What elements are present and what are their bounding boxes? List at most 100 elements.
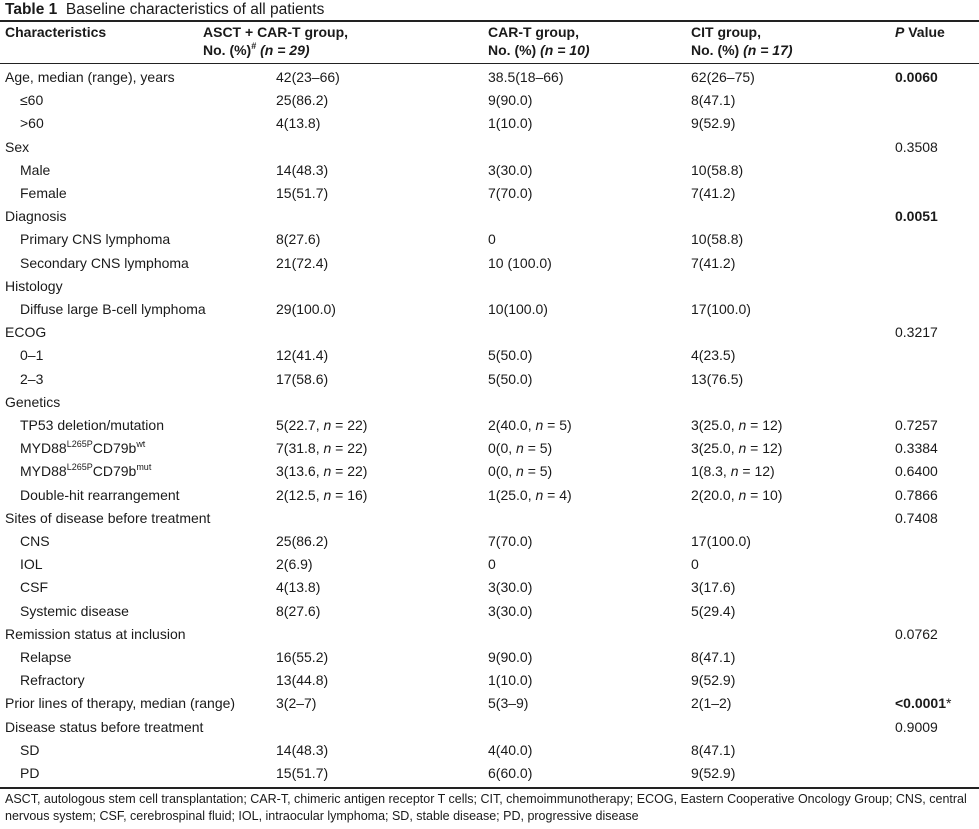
cell-p-value: 0.3508: [895, 138, 938, 155]
cell-asct: 13(44.8): [276, 672, 329, 689]
top-rule: [0, 20, 979, 22]
cell-cart: 6(60.0): [488, 765, 533, 781]
row-label: Female: [20, 185, 67, 201]
cell-cart: 0(0, n = 5): [488, 463, 553, 480]
cell-cit: 1(8.3, n = 12): [691, 463, 775, 480]
row-label: Sites of disease before treatment: [5, 509, 211, 526]
cell-asct: 2(6.9): [276, 556, 313, 573]
bottom-rule: [0, 787, 979, 789]
cell-asct: 4(13.8): [276, 579, 321, 596]
row-label: Genetics: [5, 393, 61, 410]
table-footnote: ASCT, autologous stem cell transplantati…: [5, 792, 967, 823]
row-label: ≤60: [20, 92, 44, 109]
cell-cart: 5(50.0): [488, 347, 533, 364]
cell-cart: 1(10.0): [488, 672, 533, 689]
cell-p-value: 0.3384: [895, 440, 938, 457]
row-label: Primary CNS lymphoma: [20, 231, 171, 248]
row-label: Age, median (range), years: [5, 69, 175, 85]
cell-p-value: 0.3217: [895, 324, 938, 341]
cell-cit: 2(1–2): [691, 695, 732, 712]
cell-asct: 5(22.7, n = 22): [276, 417, 368, 433]
header-rule: [0, 63, 979, 64]
cell-asct: 15(51.7): [276, 185, 329, 201]
cell-p-value: 0.0060: [895, 69, 938, 85]
row-label: CSF: [20, 579, 48, 596]
header-cit: CIT group, No. (%) (n = 17): [691, 24, 793, 58]
cell-cit: 8(47.1): [691, 649, 736, 665]
row-label: Systemic disease: [20, 602, 129, 619]
cell-asct: 29(100.0): [276, 301, 336, 317]
header-p-value: P Value: [895, 24, 945, 40]
cell-cit: 3(25.0, n = 12): [691, 440, 783, 457]
row-label: 2–3: [20, 370, 44, 387]
cell-cart: 7(70.0): [488, 185, 533, 201]
cell-asct: 12(41.4): [276, 347, 329, 364]
row-label: Relapse: [20, 649, 72, 665]
cell-cit: 8(47.1): [691, 741, 736, 758]
cell-cit: 3(25.0, n = 12): [691, 417, 783, 433]
cell-cit: 17(100.0): [691, 301, 751, 317]
row-label: ECOG: [5, 324, 47, 341]
cell-asct: 15(51.7): [276, 765, 329, 781]
cell-cart: 10 (100.0): [488, 254, 552, 271]
cell-cart: 7(70.0): [488, 533, 533, 549]
cell-p-value: 0.9009: [895, 718, 938, 735]
cell-asct: 8(27.6): [276, 231, 321, 248]
row-label: IOL: [20, 556, 43, 573]
cell-cart: 38.5(18–66): [488, 69, 564, 85]
row-label: Double-hit rearrangement: [20, 486, 180, 503]
cell-cart: 1(25.0, n = 4): [488, 486, 572, 503]
cell-asct: 25(86.2): [276, 533, 329, 549]
cell-cart: 0: [488, 556, 496, 573]
row-label: Refractory: [20, 672, 85, 689]
cell-asct: 16(55.2): [276, 649, 329, 665]
cell-p-value: 0.6400: [895, 463, 938, 480]
header-cart: CAR-T group, No. (%) (n = 10): [488, 24, 590, 58]
cell-cit: 13(76.5): [691, 370, 744, 387]
cell-cit: 8(47.1): [691, 92, 736, 109]
cell-cart: 3(30.0): [488, 161, 533, 178]
cell-asct: 3(2–7): [276, 695, 317, 712]
row-label: Remission status at inclusion: [5, 625, 186, 642]
cell-cit: 9(52.9): [691, 672, 736, 689]
row-label: Disease status before treatment: [5, 718, 204, 735]
row-label: Prior lines of therapy, median (range): [5, 695, 236, 712]
cell-cit: 0: [691, 556, 699, 573]
row-label: Male: [20, 161, 51, 178]
cell-p-value: 0.0051: [895, 208, 938, 225]
cell-p-value: 0.0762: [895, 625, 938, 642]
row-label: Sex: [5, 138, 30, 155]
cell-cit: 17(100.0): [691, 533, 751, 549]
cell-asct: 2(12.5, n = 16): [276, 486, 368, 503]
cell-cart: 3(30.0): [488, 602, 533, 619]
cell-cit: 4(23.5): [691, 347, 736, 364]
cell-cart: 9(90.0): [488, 92, 533, 109]
cell-cart: 0(0, n = 5): [488, 440, 553, 457]
table-caption: Table 1 Baseline characteristics of all …: [5, 1, 324, 19]
cell-cit: 5(29.4): [691, 602, 736, 619]
cell-cart: 4(40.0): [488, 741, 533, 758]
row-label: >60: [20, 115, 44, 132]
cell-cart: 2(40.0, n = 5): [488, 417, 572, 433]
cell-cart: 0: [488, 231, 496, 248]
header-asct-cart: ASCT + CAR-T group, No. (%)# (n = 29): [203, 24, 349, 58]
cell-asct: 4(13.8): [276, 115, 321, 132]
cell-cit: 7(41.2): [691, 254, 736, 271]
cell-cart: 10(100.0): [488, 301, 548, 317]
row-label: TP53 deletion/mutation: [20, 417, 164, 433]
cell-cart: 5(50.0): [488, 370, 533, 387]
cell-p-value: 0.7257: [895, 417, 938, 433]
row-label: MYD88L265PCD79bmut: [20, 462, 152, 480]
row-label: SD: [20, 741, 40, 758]
row-label: Diagnosis: [5, 208, 67, 225]
cell-asct: 42(23–66): [276, 69, 340, 85]
cell-p-value: <0.0001*: [895, 695, 952, 712]
cell-asct: 21(72.4): [276, 254, 329, 271]
cell-cit: 10(58.8): [691, 161, 744, 178]
cell-asct: 3(13.6, n = 22): [276, 463, 368, 480]
cell-cit: 10(58.8): [691, 231, 744, 248]
row-label: 0–1: [20, 347, 44, 364]
cell-asct: 8(27.6): [276, 602, 321, 619]
row-label: Secondary CNS lymphoma: [20, 254, 189, 271]
cell-cart: 9(90.0): [488, 649, 533, 665]
